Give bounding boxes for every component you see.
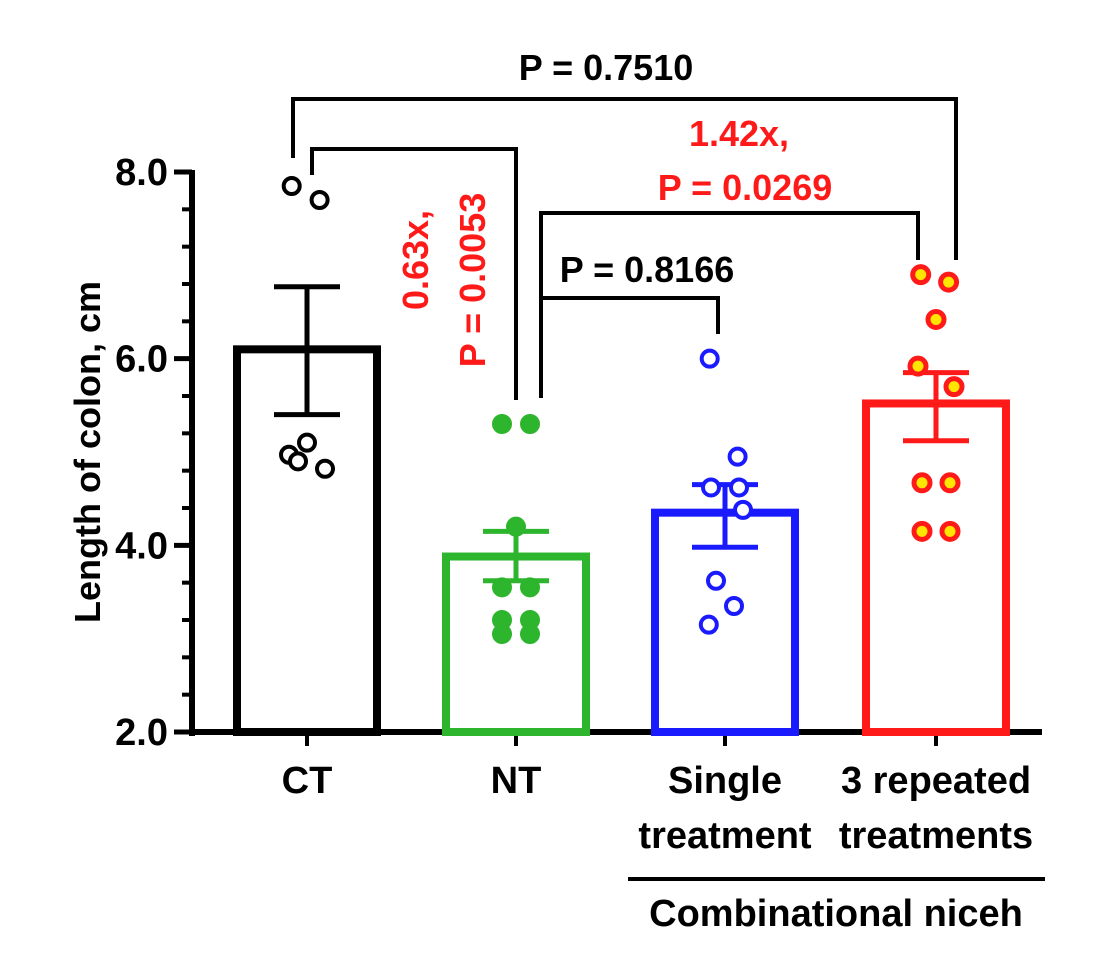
data-point-1 [309,190,330,210]
comparison-bracket-3-label: P = 0.0269 [658,167,833,208]
data-point-4 [907,355,929,377]
data-point-4 [925,308,947,330]
data-point-2 [492,624,512,644]
data-point-1 [315,458,335,479]
data-point-4 [911,472,933,494]
data-point-3 [727,446,748,467]
y-tick-label: 4.0 [115,525,168,567]
data-point-3 [701,477,721,498]
comparison-bracket-3 [539,211,920,398]
bars [233,284,1010,737]
data-point-1 [297,432,317,453]
data-points [279,176,965,644]
comparison-brackets: P = 0.7510 0.63x, P = 0.0053 1.42x, P = 0.02… [291,47,958,400]
group-label: Combinational niceh [649,893,1023,935]
comparison-bracket-2-label: 0.63x, [395,210,436,310]
data-point-3 [733,499,753,520]
comparison-bracket-2-label: P = 0.0053 [452,193,493,368]
category-labels: CT NT Single treatment 3 repeated treatments C… [282,760,1045,935]
data-point-4 [911,520,933,542]
data-point-4 [910,264,932,286]
data-point-3 [699,348,720,369]
comparison-bracket-4 [539,296,720,380]
comparison-bracket-1 [291,97,958,260]
comparison-bracket-1-label: P = 0.7510 [519,47,694,88]
category-label-3: Single [668,760,782,802]
comparison-bracket-3-label: 1.42x, [689,113,789,154]
data-point-2 [506,516,526,537]
data-point-4 [943,376,965,398]
data-point-4 [938,271,960,293]
data-point-4 [939,520,961,542]
data-point-1 [288,451,308,472]
data-point-2 [520,414,540,434]
y-tick-label: 8.0 [115,152,168,194]
category-label-2: NT [491,760,542,802]
y-axis-label: Length of colon, cm [67,281,108,623]
data-point-2 [492,414,512,434]
comparison-bracket-4-label: P = 0.8166 [560,249,735,290]
y-axis: 2.0 4.0 6.0 8.0 Length of colon, cm [67,152,1042,754]
comparison-bracket-2 [310,147,518,400]
category-label-1: CT [282,760,333,802]
y-tick-label: 6.0 [115,339,168,381]
category-label-4: treatments [839,815,1033,857]
category-label-4: 3 repeated [841,760,1031,802]
data-point-3 [729,477,749,498]
data-point-1 [281,176,302,196]
data-point-2 [520,577,540,598]
data-point-2 [520,624,540,644]
category-label-3: treatment [638,815,811,857]
y-tick-label: 2.0 [115,712,168,754]
data-point-3 [724,596,744,616]
data-point-2 [492,577,512,598]
bar-4 [862,399,1010,736]
data-point-3 [698,614,719,635]
data-point-3 [706,570,726,591]
data-point-4 [939,472,961,494]
